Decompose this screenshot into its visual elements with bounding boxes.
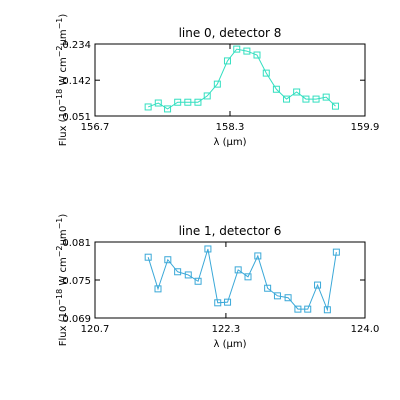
y-tick-label: 0.234	[62, 40, 91, 51]
y-axis-label-part: )	[58, 14, 69, 18]
data-point	[234, 266, 242, 274]
data-point	[184, 98, 192, 106]
y-axis-label: Flux (10−18 W cm−2μm−1)	[55, 214, 70, 347]
data-point	[294, 305, 302, 313]
x-tick-label: 124.0	[351, 324, 380, 335]
y-tick-label: 0.075	[62, 276, 91, 287]
chart-title: line 0, detector 8	[179, 26, 282, 40]
y-axis-label-part: μm	[58, 229, 69, 245]
data-point	[253, 51, 261, 59]
data-point	[332, 248, 340, 256]
data-point	[244, 273, 252, 281]
chart-title: line 1, detector 6	[179, 224, 282, 238]
x-axis-label: λ (μm)	[213, 137, 246, 148]
data-point	[174, 98, 182, 106]
data-point	[262, 69, 270, 77]
data-point	[154, 99, 162, 107]
data-point	[302, 95, 310, 103]
data-point	[223, 57, 231, 65]
x-tick-label: 120.7	[81, 324, 110, 335]
y-axis-label-part: −18	[55, 89, 64, 106]
data-point	[204, 245, 212, 253]
data-point	[312, 95, 320, 103]
data-point	[174, 268, 182, 276]
data-point	[144, 253, 152, 261]
data-line	[147, 48, 336, 110]
data-point	[233, 45, 241, 53]
y-tick-label: 0.142	[62, 76, 91, 87]
data-point	[144, 103, 152, 111]
data-point	[273, 292, 281, 300]
y-axis-label-part: W cm	[58, 57, 69, 88]
y-axis-label-part: μm	[58, 29, 69, 45]
y-axis-label-part: W cm	[58, 257, 69, 288]
data-point	[154, 285, 162, 293]
data-point	[243, 47, 251, 55]
data-point	[194, 98, 202, 106]
y-axis-label-part: −1	[55, 18, 64, 30]
data-point	[224, 298, 232, 306]
data-point	[322, 93, 330, 101]
y-axis-label-part: Flux (10	[58, 306, 69, 347]
data-point	[213, 80, 221, 88]
data-point	[164, 256, 172, 264]
data-point	[323, 306, 331, 314]
x-tick-label: 158.3	[216, 122, 245, 133]
data-line	[147, 248, 337, 312]
data-point	[284, 294, 292, 302]
y-axis-label-part: −1	[55, 218, 64, 230]
x-axis-label: λ (μm)	[213, 339, 246, 350]
data-point	[331, 102, 339, 110]
data-point	[214, 299, 222, 307]
data-point	[293, 88, 301, 96]
y-axis-label: Flux (10−18 W cm−2μm−1)	[55, 14, 70, 147]
x-tick-label: 122.3	[212, 324, 241, 335]
data-point	[164, 105, 172, 113]
data-point	[203, 92, 211, 100]
data-point	[194, 277, 202, 285]
data-point	[283, 95, 291, 103]
data-point	[304, 305, 312, 313]
plot-frame	[94, 43, 366, 117]
y-axis-label-part: −2	[55, 246, 64, 258]
x-tick-label: 156.7	[81, 122, 110, 133]
data-point	[264, 284, 272, 292]
y-axis-label-part: −18	[55, 289, 64, 306]
y-tick-label: 0.069	[62, 314, 91, 325]
data-point	[272, 85, 280, 93]
y-axis-label-part: Flux (10	[58, 106, 69, 147]
y-axis-label-part: )	[58, 214, 69, 218]
y-tick-label: 0.051	[62, 112, 91, 123]
data-point	[184, 271, 192, 279]
y-tick-label: 0.081	[62, 238, 91, 249]
data-point	[254, 252, 262, 260]
y-axis-label-part: −2	[55, 46, 64, 58]
x-tick-label: 159.9	[351, 122, 380, 133]
data-point	[314, 281, 322, 289]
